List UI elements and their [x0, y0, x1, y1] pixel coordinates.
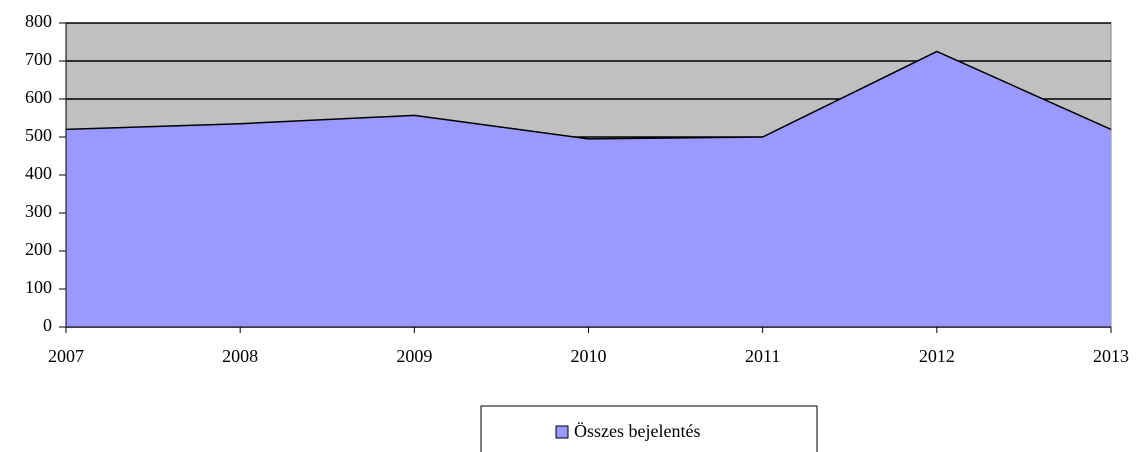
x-tick-label: 2012	[919, 346, 955, 366]
y-tick-label: 600	[25, 87, 52, 107]
x-tick-label: 2013	[1093, 346, 1129, 366]
x-tick-label: 2011	[745, 346, 780, 366]
y-tick-label: 200	[25, 239, 52, 259]
legend-label: Összes bejelentés	[574, 421, 700, 441]
x-tick-label: 2010	[571, 346, 607, 366]
x-tick-label: 2007	[48, 346, 84, 366]
y-tick-label: 0	[43, 315, 52, 335]
x-tick-label: 2009	[396, 346, 432, 366]
y-tick-label: 700	[25, 49, 52, 69]
legend	[480, 405, 818, 452]
y-tick-label: 400	[25, 163, 52, 183]
x-tick-label: 2008	[222, 346, 258, 366]
legend-swatch	[555, 425, 569, 439]
y-tick-label: 800	[25, 11, 52, 31]
y-tick-label: 500	[25, 125, 52, 145]
area-outline	[65, 50, 1112, 140]
area	[66, 51, 1111, 327]
y-tick-label: 300	[25, 201, 52, 221]
y-tick-label: 100	[25, 277, 52, 297]
